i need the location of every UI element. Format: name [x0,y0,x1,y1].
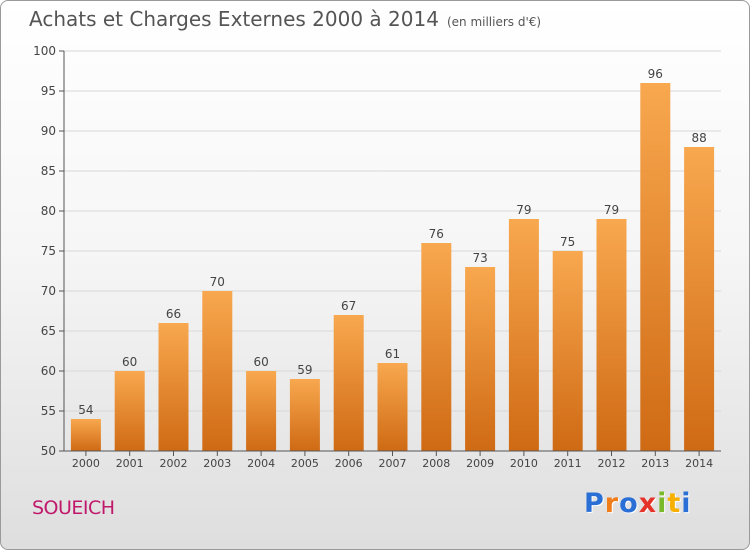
data-labels: 54 60 66 70 60 59 67 61 76 73 79 75 79 96 88 [78,67,706,417]
x-tick-label: 2012 [598,457,626,470]
brand-letter: o [619,488,639,519]
brand-letter: P [584,488,605,519]
bar [246,371,277,451]
x-tick-label: 2010 [510,457,538,470]
x-tick-label: 2006 [335,457,363,470]
x-tick-label: 2008 [422,457,450,470]
bar [70,419,101,451]
y-tick-label: 90 [41,124,56,138]
data-label: 88 [691,131,706,145]
bar [114,371,145,451]
y-tick-label: 60 [41,364,56,378]
bar [333,315,364,451]
y-tick-label: 100 [33,44,56,58]
data-label: 67 [341,299,356,313]
axes: 50 55 60 65 70 75 80 85 90 95 100 2000 2001 2002 2003 2… [33,44,721,470]
data-label: 66 [166,307,181,321]
y-tick-label: 70 [41,284,56,298]
bar [508,219,539,451]
y-tick-label: 95 [41,84,56,98]
data-label: 73 [472,251,487,265]
data-label: 61 [385,347,400,361]
brand-letter: r [604,488,620,519]
y-tick-label: 65 [41,324,56,338]
x-tick-label: 2005 [291,457,319,470]
chart-subtitle: (en milliers d'€) [446,15,542,29]
bar [421,243,452,451]
y-tick-label: 50 [41,444,56,458]
bars [70,83,715,451]
y-tick-label: 85 [41,164,56,178]
chart-title: Achats et Charges Externes 2000 à 2014 (e… [29,7,541,31]
brand-letter: t [667,488,682,519]
brand-letter: i [657,488,668,519]
data-label: 70 [210,275,225,289]
chart-title-text: Achats et Charges Externes 2000 à 2014 [29,7,439,31]
y-tick-label: 55 [41,404,56,418]
data-label: 60 [253,355,268,369]
proxiti-logo[interactable]: Proxiti [584,488,692,519]
data-label: 59 [297,363,312,377]
bar [465,267,496,451]
x-tick-label: 2001 [116,457,144,470]
data-label: 79 [516,203,531,217]
bar [684,147,715,451]
x-tick-label: 2009 [466,457,494,470]
x-tick-label: 2014 [685,457,713,470]
bar [202,291,233,451]
x-tick-label: 2011 [554,457,582,470]
data-label: 54 [78,403,93,417]
bar [640,83,671,451]
bar [552,251,583,451]
y-tick-label: 75 [41,244,56,258]
x-tick-label: 2004 [247,457,275,470]
bar [289,379,320,451]
data-label: 96 [648,67,663,81]
brand-letter: x [638,488,658,519]
x-tick-label: 2003 [203,457,231,470]
data-label: 75 [560,235,575,249]
y-tick-label: 80 [41,204,56,218]
place-name: SOUEICH [32,497,115,519]
bar [158,323,189,451]
data-label: 60 [122,355,137,369]
data-label: 76 [429,227,444,241]
brand-letter: i [681,488,692,519]
x-tick-label: 2013 [641,457,669,470]
bar [377,363,408,451]
x-tick-label: 2007 [379,457,407,470]
x-tick-label: 2000 [72,457,100,470]
data-label: 79 [604,203,619,217]
bar [596,219,627,451]
x-tick-label: 2002 [160,457,188,470]
